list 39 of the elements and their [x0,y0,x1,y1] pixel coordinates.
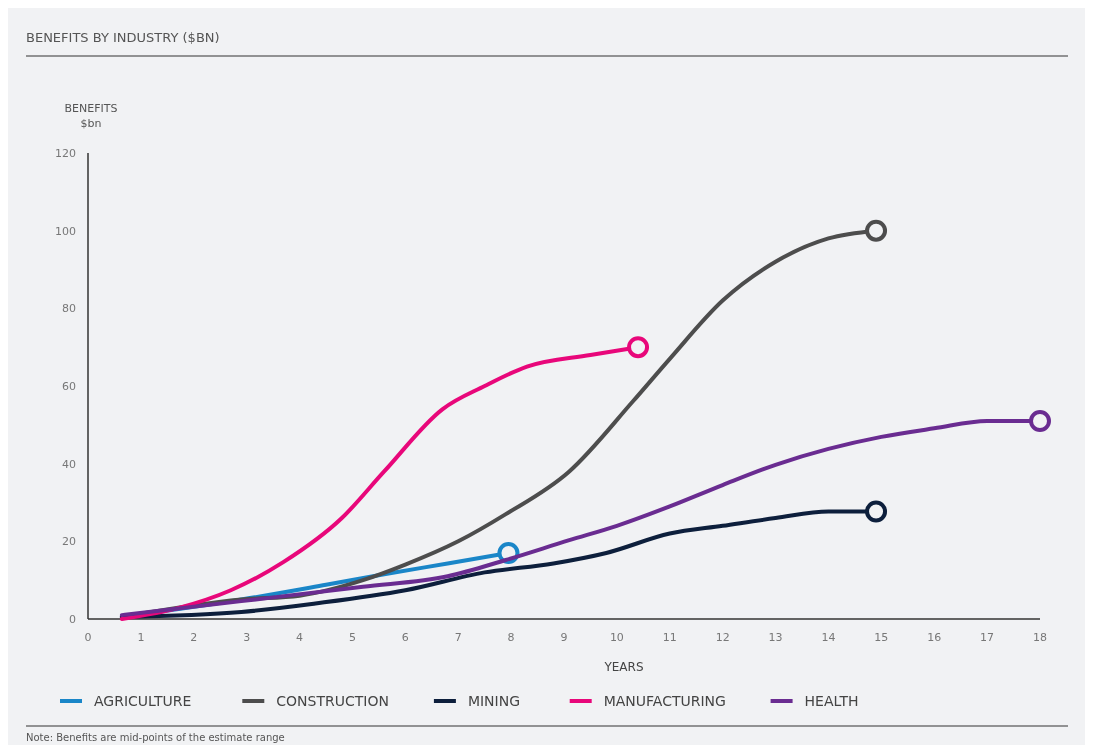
x-tick-label: 16 [927,631,942,644]
x-tick-label: 17 [980,631,995,644]
x-tick-label: 4 [296,631,304,644]
y-tick-label: 60 [62,379,76,393]
x-tick-label: 14 [821,631,836,644]
chart-title: BENEFITS BY INDUSTRY ($BN) [26,30,220,45]
text: Note: Benefits are mid-points of the estimate range [26,732,285,743]
legend-label: MINING [467,692,521,709]
point [865,500,888,523]
x-tick-label: 10 [609,631,624,644]
legend-label: AGRICULTURE [94,692,192,709]
x-tick-label: 7 [454,631,462,644]
point [627,336,650,359]
x-tick-label: 12 [715,631,730,644]
x-tick-label: 9 [560,631,568,644]
x-tick-label: 1 [137,631,145,644]
y-tick-label: 80 [62,302,76,316]
y-tick-label: 20 [62,535,76,549]
x-tick-label: 13 [768,631,783,644]
x-axis-title: YEARS [603,660,644,674]
legend-label: HEALTH [804,692,859,709]
y-axis-title: BENEFITS $bn [64,102,118,130]
x-tick-label: 8 [507,631,515,644]
y-tick-label: 40 [62,457,76,471]
x-tick-label: 5 [348,631,356,644]
point [865,219,888,242]
legend-label: MANUFACTURING [603,692,726,709]
x-tick-label: 6 [401,631,409,644]
point [1029,409,1051,432]
y-tick-label: 100 [55,224,76,238]
x-tick-label: 0 [84,631,92,644]
x-tick-label: 3 [243,631,251,644]
x-tick-label: 11 [662,631,677,644]
x-tick-label: 18 [1033,631,1047,644]
legend-label: CONSTRUCTION [276,692,389,709]
x-tick-label: 15 [874,631,889,644]
x-tick-label: 2 [190,631,198,644]
y-tick-label: 0 [69,612,76,626]
y-tick-label: 120 [55,146,76,160]
